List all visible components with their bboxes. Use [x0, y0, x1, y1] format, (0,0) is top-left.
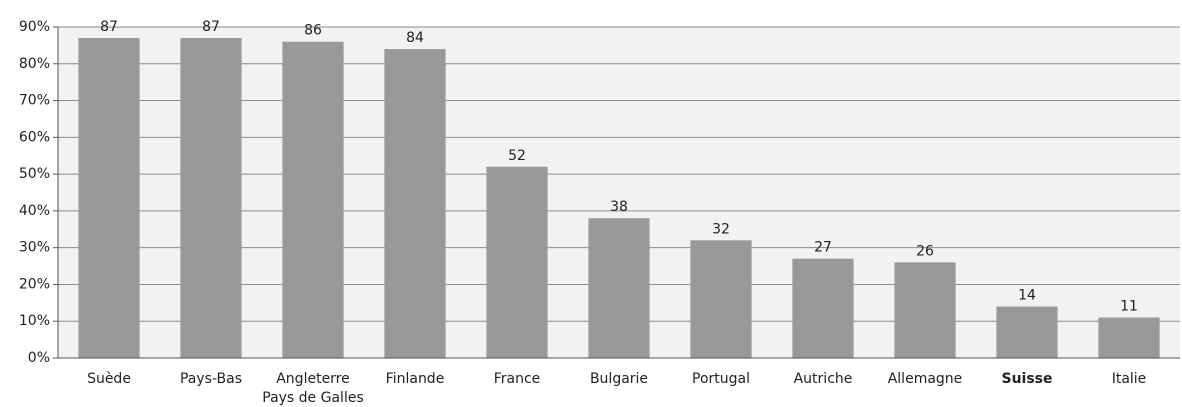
bar — [78, 38, 140, 359]
x-tick-label: Autriche — [794, 371, 853, 387]
bar — [384, 49, 446, 359]
y-tick-label: 10% — [19, 313, 50, 329]
y-tick-label: 70% — [19, 93, 50, 109]
y-tick-label: 80% — [19, 56, 50, 72]
y-tick-label: 40% — [19, 203, 50, 219]
data-label: 86 — [304, 23, 322, 39]
data-label: 27 — [814, 240, 832, 256]
y-tick-label: 50% — [19, 166, 50, 182]
data-label: 32 — [712, 221, 730, 237]
y-tick-label: 30% — [19, 240, 50, 256]
bar — [690, 240, 752, 358]
y-tick-label: 60% — [19, 129, 50, 145]
data-label: 87 — [100, 19, 118, 35]
x-tick-label: Portugal — [692, 371, 750, 387]
x-tick-label: Italie — [1112, 371, 1147, 387]
data-label: 52 — [508, 148, 526, 164]
bar — [282, 41, 344, 358]
y-tick-label: 20% — [19, 276, 50, 292]
x-tick-label: France — [494, 371, 541, 387]
data-label: 84 — [406, 30, 424, 46]
bar — [180, 38, 242, 359]
y-tick-label: 0% — [28, 350, 50, 366]
data-label: 87 — [202, 19, 220, 35]
bar — [792, 258, 854, 358]
bar — [486, 166, 548, 358]
x-tick-label: Suisse — [1001, 371, 1052, 387]
data-label: 11 — [1120, 299, 1138, 315]
data-label: 26 — [916, 243, 934, 259]
x-tick-label: Pays-Bas — [180, 371, 242, 387]
x-tick-label: Bulgarie — [590, 371, 648, 387]
x-tick-label: Suède — [87, 371, 131, 387]
bar — [588, 218, 650, 358]
x-tick-label: Allemagne — [888, 371, 963, 387]
bar — [1098, 317, 1160, 358]
data-label: 14 — [1018, 288, 1036, 304]
x-tick-label: Finlande — [386, 371, 445, 387]
y-tick-label: 90% — [19, 19, 50, 35]
bar — [894, 262, 956, 358]
bar — [996, 306, 1058, 358]
x-tick-label: Angleterre Pays de Galles — [262, 371, 364, 406]
data-label: 38 — [610, 199, 628, 215]
